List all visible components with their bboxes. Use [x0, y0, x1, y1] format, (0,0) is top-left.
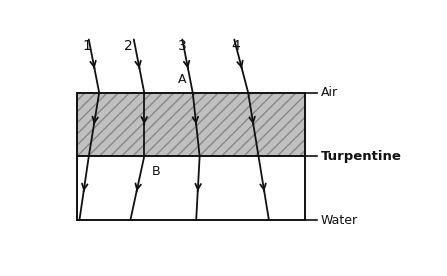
Bar	[77, 93, 305, 156]
Text: 4: 4	[232, 39, 240, 54]
Text: 3: 3	[178, 39, 187, 54]
Text: Air: Air	[321, 86, 338, 99]
Text: Turpentine: Turpentine	[321, 150, 402, 163]
Text: 1: 1	[83, 39, 92, 54]
Text: 2: 2	[124, 39, 133, 54]
Text: A: A	[178, 73, 186, 86]
Text: B: B	[152, 165, 160, 178]
Text: Water: Water	[321, 214, 358, 227]
